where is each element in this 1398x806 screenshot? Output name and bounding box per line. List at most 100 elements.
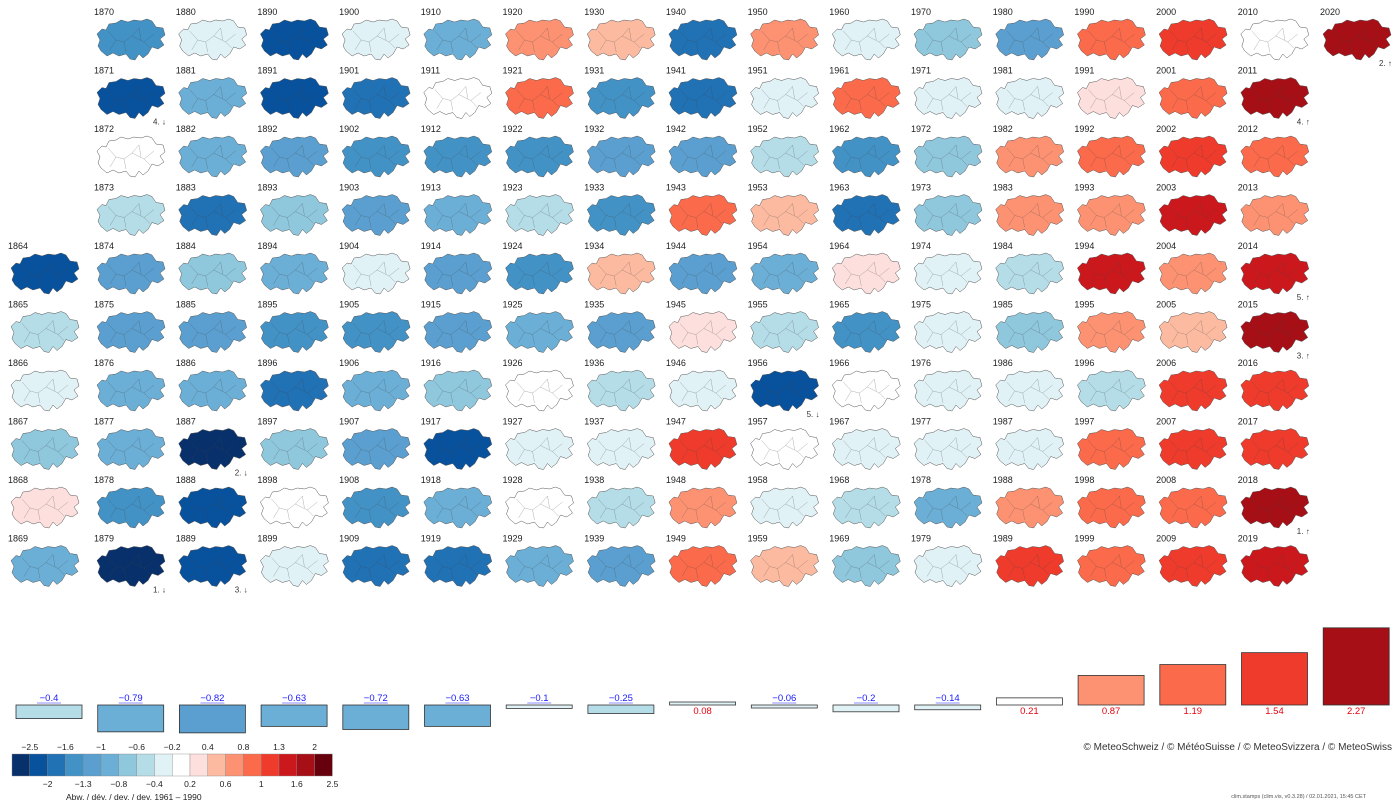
year-map-1965: 1965	[829, 300, 901, 353]
year-label: 1965	[829, 300, 849, 310]
year-map-2020: 2020 2. ↑	[1320, 7, 1392, 68]
year-label: 1891	[257, 66, 277, 76]
year-map-1971: 1971	[911, 66, 983, 119]
year-map-1933: 1933	[584, 183, 656, 236]
year-map-1911: 1911	[421, 66, 493, 119]
year-label: 1927	[503, 417, 523, 427]
decade-bar-label: 0.21	[1020, 706, 1039, 717]
map-shape	[1158, 486, 1228, 529]
year-label: 1917	[421, 417, 441, 427]
year-label: 1906	[339, 358, 359, 368]
year-map-1883: 1883	[176, 183, 247, 236]
year-label: 2015	[1238, 300, 1258, 310]
year-label: 1985	[993, 300, 1013, 310]
year-map-1975: 1975	[911, 300, 983, 353]
decade-bar-rect	[424, 704, 491, 727]
year-label: 1982	[993, 124, 1013, 134]
year-map-1924: 1924	[503, 241, 574, 295]
year-map-1953: 1953	[748, 183, 819, 236]
year-map-1873: 1873	[94, 183, 166, 236]
year-map-1989: 1989	[993, 534, 1064, 587]
year-map-1878: 1878	[94, 475, 166, 529]
legend-tick-bottom: −2	[43, 779, 53, 789]
map-shape	[423, 545, 493, 587]
year-label: 1955	[748, 300, 768, 310]
legend-swatch	[11, 753, 30, 777]
year-map-1876: 1876	[94, 358, 166, 412]
map-shape	[750, 369, 819, 412]
year-label: 1865	[8, 300, 28, 310]
year-label: 1872	[94, 124, 114, 134]
map-shape	[260, 545, 329, 587]
year-label: 1879	[94, 534, 114, 544]
map-shape	[750, 311, 819, 353]
map-shape	[1158, 77, 1228, 119]
year-map-1884: 1884	[176, 241, 247, 295]
year-label: 1932	[584, 124, 604, 134]
year-label: 2004	[1156, 241, 1176, 251]
legend-swatch	[278, 753, 297, 777]
year-label: 1944	[666, 241, 686, 251]
year-label: 1901	[339, 66, 359, 76]
year-label: 1887	[176, 417, 196, 427]
year-map-1895: 1895	[257, 300, 329, 353]
map-shape	[995, 77, 1064, 119]
year-map-1882: 1882	[176, 124, 247, 178]
year-map-1904: 1904	[339, 241, 411, 295]
map-shape	[178, 428, 247, 470]
map-shape	[995, 18, 1064, 61]
decade-bar-label: 2.27	[1347, 706, 1366, 717]
year-map-1930: 1930	[584, 7, 656, 61]
map-shape	[260, 194, 329, 236]
decade-bar-rect	[669, 701, 736, 706]
year-label: 1996	[1074, 358, 1094, 368]
year-label: 1884	[176, 241, 196, 251]
rank-marker: 5. ↑	[1297, 293, 1310, 302]
map-shape	[831, 135, 901, 178]
map-shape	[96, 369, 166, 412]
year-map-2010: 2010	[1238, 7, 1310, 61]
year-label: 1960	[829, 7, 849, 17]
legend-tick-bottom: −1.3	[75, 779, 92, 789]
map-shape	[913, 311, 983, 353]
year-map-1993: 1993	[1074, 183, 1146, 236]
map-shape	[913, 428, 983, 470]
legend-swatch	[261, 753, 280, 777]
decade-bar-label: −0.63	[445, 693, 469, 704]
map-shape	[750, 252, 819, 295]
legend-tick-top: −2.5	[21, 742, 38, 752]
legend-swatch	[189, 753, 208, 777]
map-shape	[1077, 77, 1146, 119]
year-label: 1928	[503, 475, 523, 485]
year-map-1968: 1968	[829, 475, 901, 529]
map-shape	[505, 77, 574, 119]
legend-tick-bottom: −0.4	[146, 779, 163, 789]
decade-bar-1910s: −0.63	[424, 693, 491, 727]
map-shape	[995, 252, 1064, 295]
map-shape	[1158, 311, 1228, 353]
year-label: 1984	[993, 241, 1013, 251]
map-shape	[341, 486, 411, 529]
year-label: 2005	[1156, 300, 1176, 310]
year-label: 1936	[584, 358, 604, 368]
year-map-1991: 1991	[1074, 66, 1146, 119]
map-shape	[1077, 135, 1146, 178]
map-shape	[831, 311, 901, 353]
decade-bar-2010s: 1.54	[1241, 652, 1308, 717]
map-shape	[831, 369, 901, 412]
year-label: 1896	[257, 358, 277, 368]
year-label: 2013	[1238, 183, 1258, 193]
map-shape	[96, 135, 166, 178]
year-map-1944: 1944	[666, 241, 738, 295]
year-label: 1870	[94, 7, 114, 17]
year-map-1891: 1891	[257, 66, 329, 119]
year-label: 1951	[748, 66, 768, 76]
year-map-1998: 1998	[1074, 475, 1146, 529]
year-map-1962: 1962	[829, 124, 901, 178]
decade-bar-rect	[1077, 675, 1145, 706]
year-label: 1877	[94, 417, 114, 427]
year-label: 1930	[584, 7, 604, 17]
year-map-1914: 1914	[421, 241, 493, 295]
year-map-1983: 1983	[993, 183, 1064, 236]
map-shape	[341, 135, 411, 178]
